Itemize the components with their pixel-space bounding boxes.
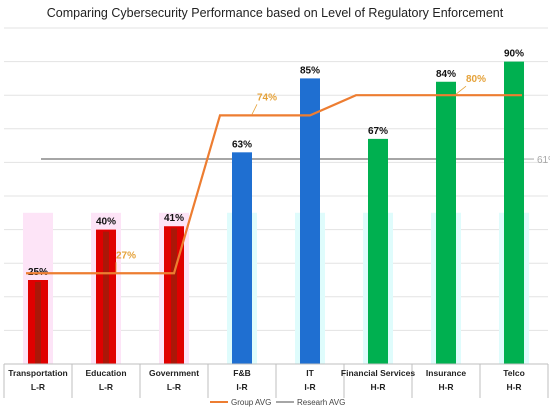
research-avg-label: 61% bbox=[537, 155, 550, 166]
legend-group-avg-label: Group AVG bbox=[231, 398, 271, 407]
bar-shade bbox=[171, 228, 177, 364]
legend-research-avg-label: Researh AVG bbox=[297, 398, 345, 407]
category-label: Telco bbox=[503, 368, 525, 378]
group-label: H-R bbox=[370, 382, 385, 392]
category-label: Insurance bbox=[426, 368, 466, 378]
category-label: Government bbox=[149, 368, 199, 378]
bar-4 bbox=[232, 152, 252, 364]
group-label: L-R bbox=[99, 382, 113, 392]
group-label: H-R bbox=[506, 382, 521, 392]
category-label: IT bbox=[306, 368, 314, 378]
bar-value-label: 40% bbox=[96, 217, 116, 228]
group-label: I-R bbox=[304, 382, 315, 392]
bar-value-label: 41% bbox=[164, 213, 184, 224]
bar-7 bbox=[436, 81, 456, 364]
bar-value-label: 67% bbox=[368, 126, 388, 137]
category-label: Financial Services bbox=[341, 368, 415, 378]
bar-6 bbox=[368, 138, 388, 364]
category-label: Transportation bbox=[8, 368, 68, 378]
group-label: H-R bbox=[438, 382, 453, 392]
group-avg-leader bbox=[455, 85, 467, 95]
group-avg-label: 80% bbox=[466, 74, 486, 85]
bar-value-label: 90% bbox=[504, 49, 524, 60]
bar-5 bbox=[300, 78, 320, 365]
chart-title: Comparing Cybersecurity Performance base… bbox=[46, 6, 504, 20]
bar-value-label: 84% bbox=[436, 69, 456, 80]
bar-shade bbox=[35, 282, 41, 364]
category-label: Education bbox=[85, 368, 126, 378]
group-avg-line bbox=[26, 94, 522, 275]
group-label: L-R bbox=[31, 382, 45, 392]
group-label: L-R bbox=[167, 382, 181, 392]
bar-value-label: 85% bbox=[300, 65, 320, 76]
group-avg-leader bbox=[251, 104, 258, 115]
group-avg-label: 74% bbox=[257, 92, 277, 103]
bar-shade bbox=[103, 231, 109, 364]
category-label: F&B bbox=[233, 368, 250, 378]
group-label: I-R bbox=[236, 382, 247, 392]
bar-value-label: 63% bbox=[232, 139, 252, 150]
bar-8 bbox=[504, 61, 524, 364]
group-avg-label: 27% bbox=[116, 250, 136, 261]
